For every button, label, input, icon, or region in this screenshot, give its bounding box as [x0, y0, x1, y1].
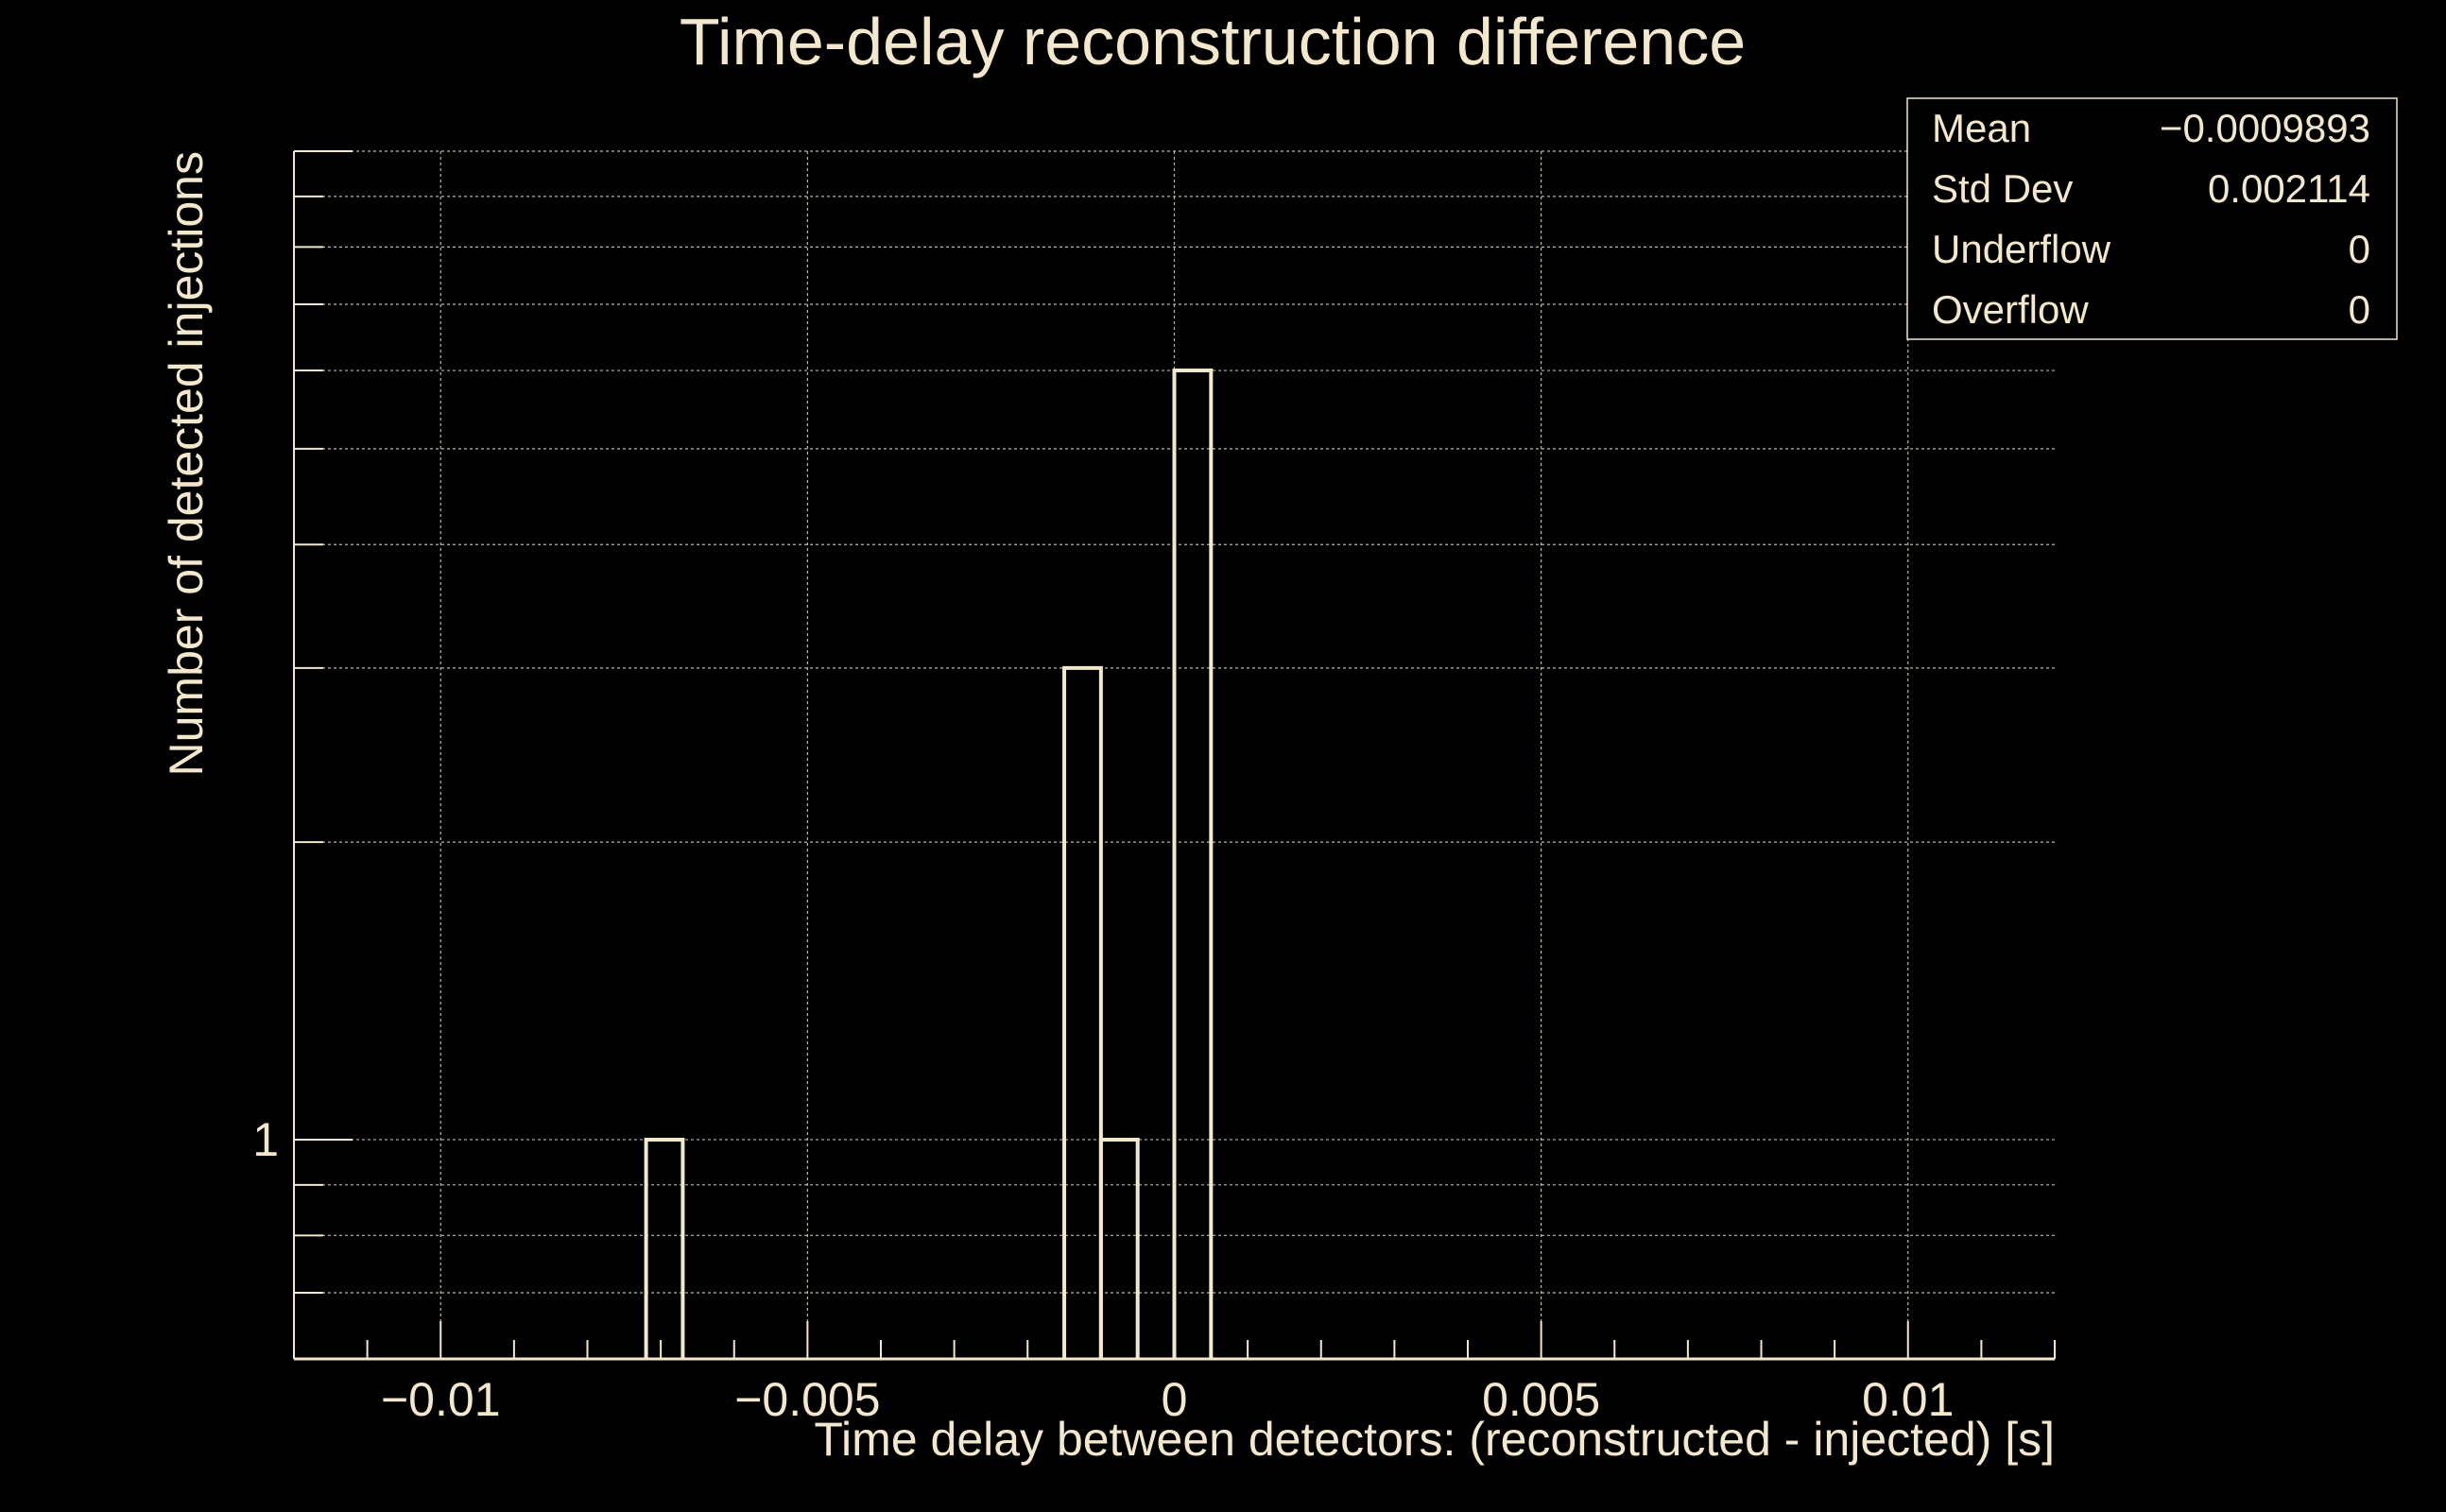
stats-overflow-value: 0 [2349, 287, 2370, 332]
stats-stddev-label: Std Dev [1932, 166, 2073, 211]
stats-underflow-value: 0 [2349, 227, 2370, 271]
histogram-bar [1172, 369, 1214, 1359]
chart-title: Time-delay reconstruction difference [680, 5, 1746, 78]
histogram-bars [644, 369, 1214, 1359]
stats-mean-value: −0.0009893 [2160, 106, 2370, 150]
stats-underflow-label: Underflow [1932, 227, 2111, 271]
x-tick-label: −0.01 [381, 1373, 501, 1426]
stats-stddev-value: 0.002114 [2208, 166, 2370, 211]
y-axis-label: Number of detected injections [160, 151, 213, 776]
x-tick-label: 0 [1162, 1373, 1188, 1426]
y-tick-label: 1 [252, 1113, 279, 1166]
x-tick-label: −0.005 [734, 1373, 880, 1426]
stats-box-frame [1906, 97, 2398, 340]
x-tick-label: 0.01 [1862, 1373, 1954, 1426]
x-axis-label: Time delay between detectors: (reconstru… [814, 1413, 2055, 1466]
stats-box: Mean −0.0009893 Std Dev 0.002114 Underfl… [1906, 97, 2398, 340]
histogram-bar [1098, 1137, 1140, 1359]
stats-overflow-label: Overflow [1932, 287, 2089, 332]
x-tick-label: 0.005 [1482, 1373, 1600, 1426]
histogram-bar [1062, 665, 1103, 1359]
tick-labels: −0.01 −0.005 0 0.005 0.01 1 [252, 1113, 1954, 1426]
stats-mean-label: Mean [1932, 106, 2031, 150]
histogram-bar [644, 1137, 685, 1359]
